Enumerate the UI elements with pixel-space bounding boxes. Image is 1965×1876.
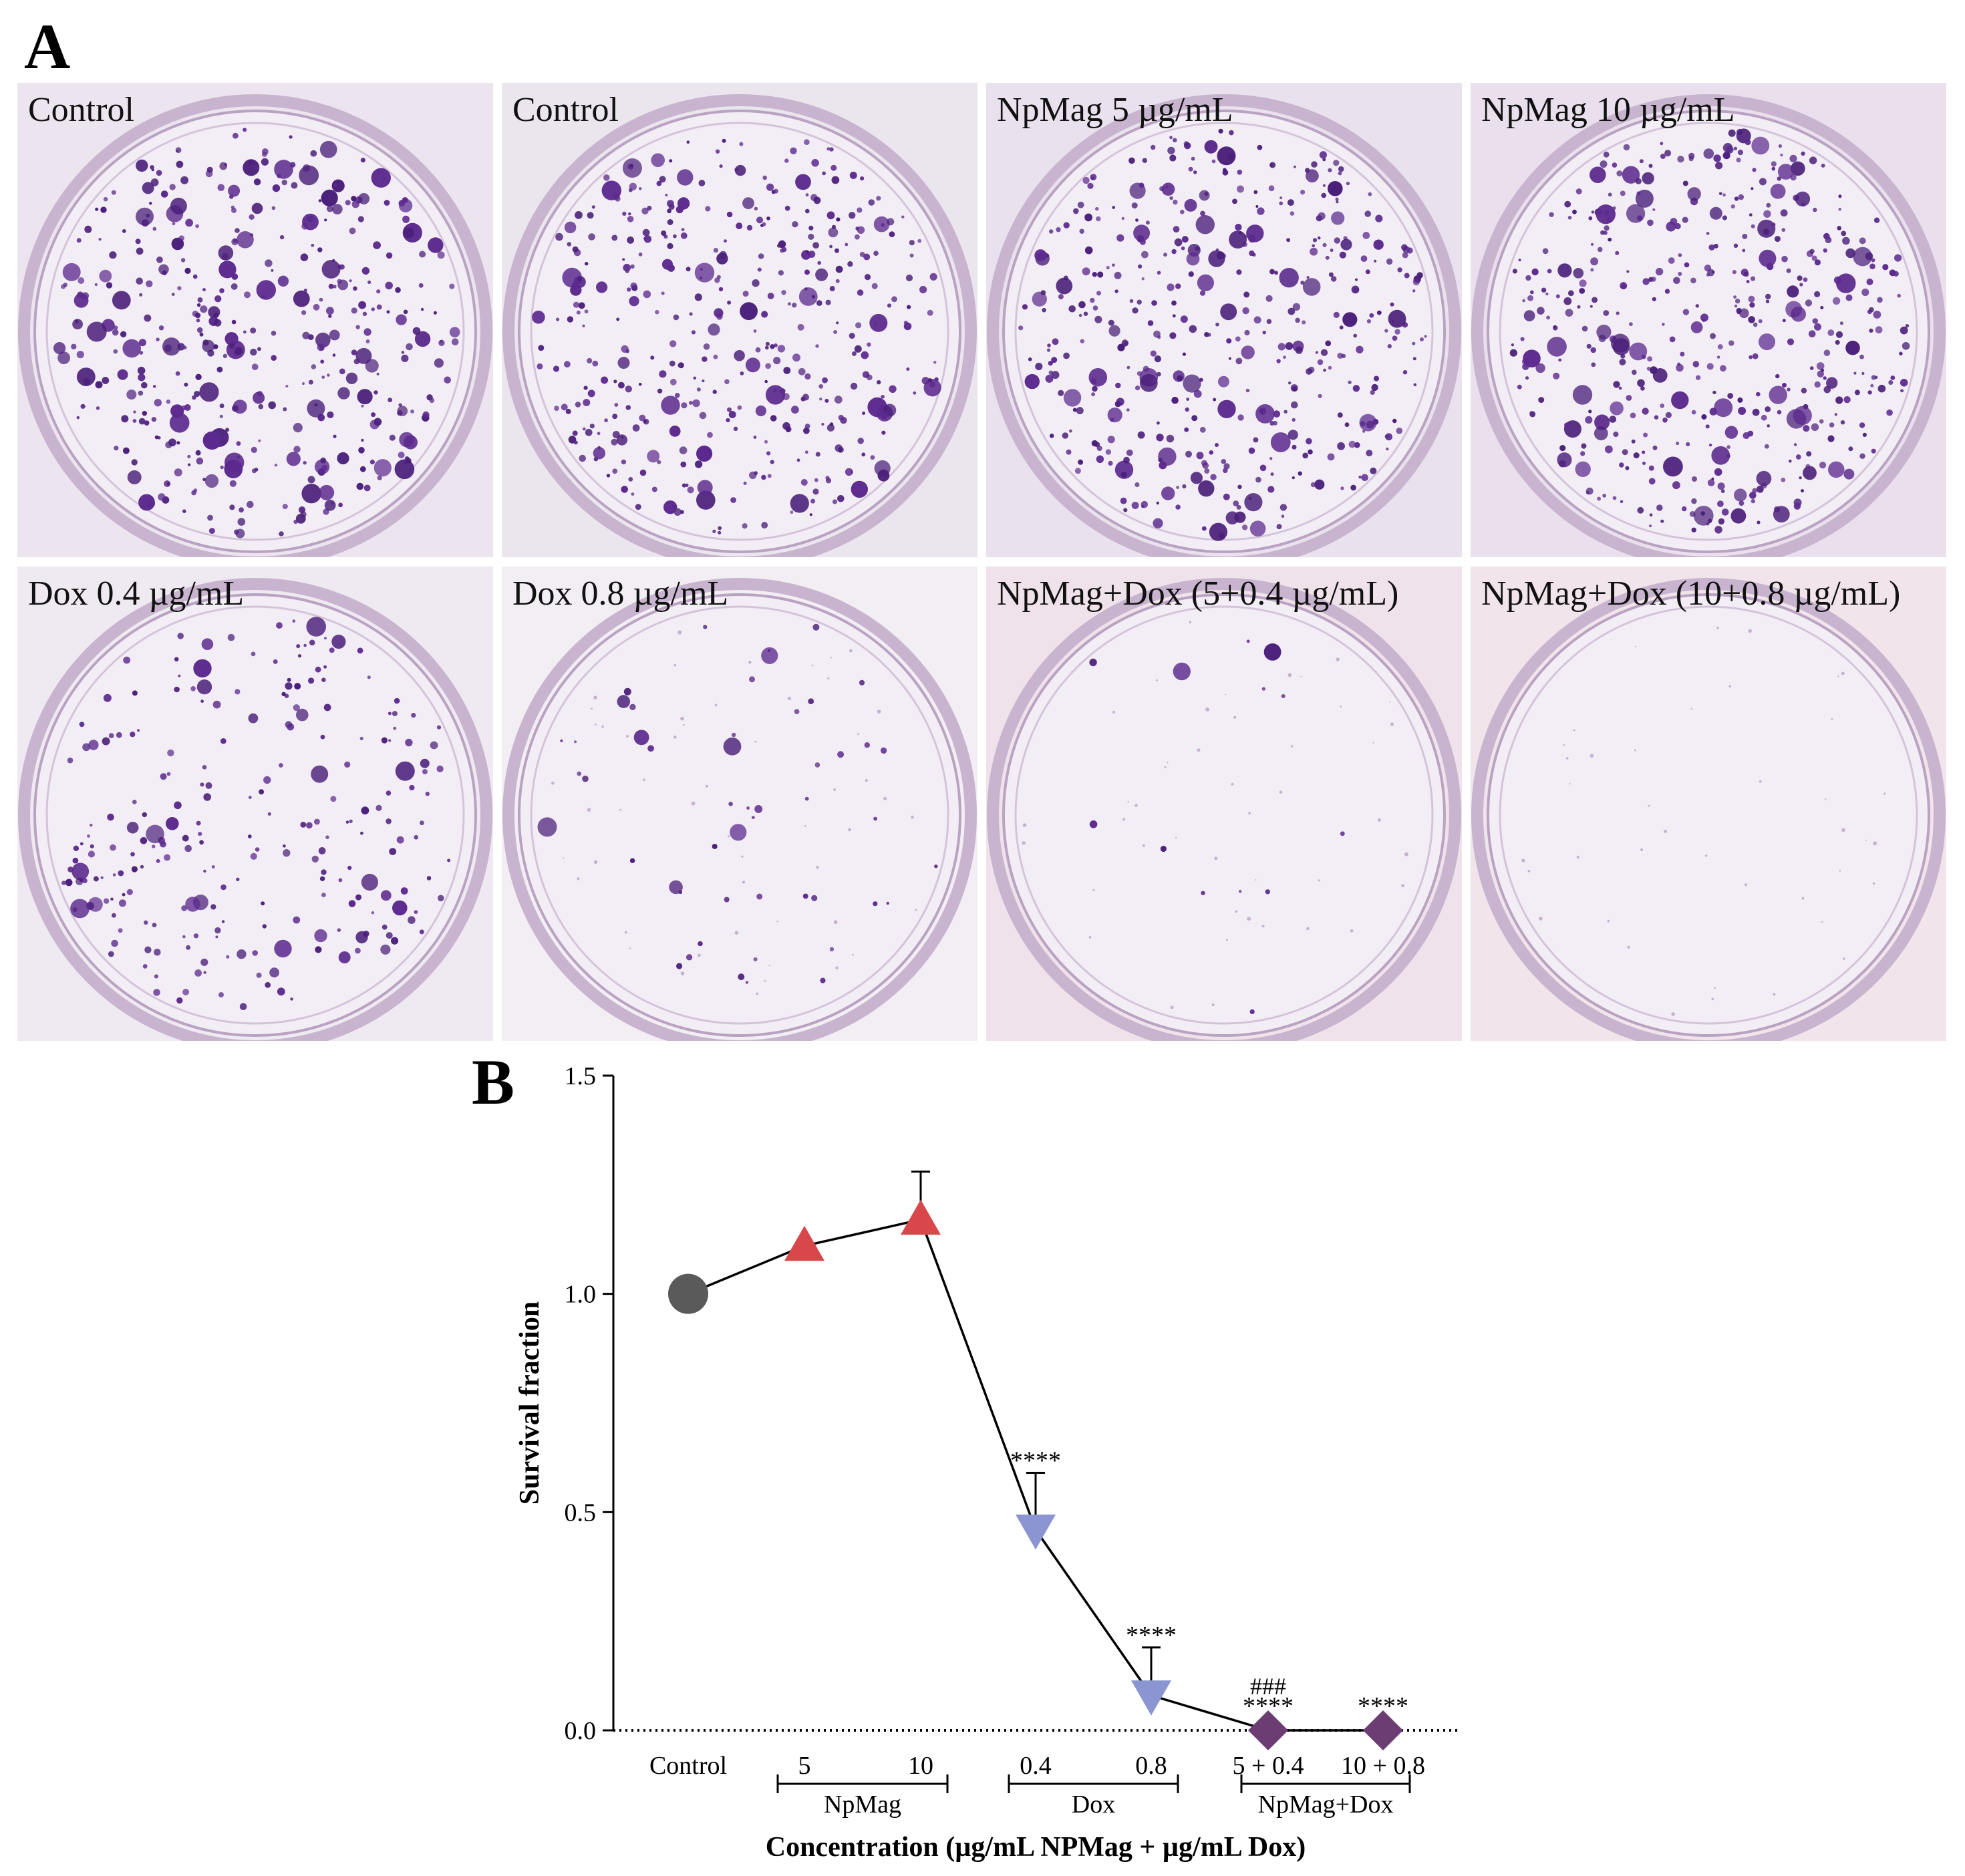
dish-label: NpMag 10 µg/mL	[1481, 91, 1735, 129]
x-tick-label: 0.8	[1135, 1752, 1167, 1780]
dish-tile: NpMag 5 µg/mL	[986, 83, 1462, 557]
data-point	[1131, 1680, 1171, 1716]
petri-dish-image	[987, 578, 1461, 1041]
data-point	[1248, 1710, 1288, 1750]
dish-tile: Control	[17, 83, 493, 557]
y-tick-label: 0.5	[565, 1499, 597, 1527]
x-tick-label: 10	[908, 1752, 933, 1780]
dish-tile: NpMag+Dox (5+0.4 µg/mL)	[986, 567, 1462, 1041]
group-label: NpMag	[824, 1790, 901, 1819]
petri-dish-image	[18, 94, 492, 557]
dish-label: Control	[512, 91, 619, 129]
y-tick-label: 1.5	[565, 1062, 597, 1090]
significance-stars: ****	[1243, 1692, 1294, 1720]
data-point	[901, 1199, 941, 1235]
petri-dish-image	[1471, 94, 1946, 557]
x-tick-label: 10 + 0.8	[1341, 1752, 1425, 1780]
x-tick-label: 5 + 0.4	[1233, 1752, 1304, 1780]
dish-tile: Dox 0.4 µg/mL	[17, 567, 493, 1041]
dish-label: Dox 0.8 µg/mL	[512, 575, 729, 613]
petri-dish-image	[18, 578, 492, 1041]
significance-stars: ****	[1358, 1692, 1408, 1720]
panel-a-letter: A	[24, 11, 71, 82]
group-label: Dox	[1072, 1790, 1115, 1819]
x-tick-label: 0.4	[1020, 1752, 1052, 1780]
petri-dish-image	[987, 94, 1461, 557]
data-point	[784, 1225, 824, 1261]
colony-dish-grid: Control Control NpMag 5 µg/mL NpMag 10 µg/m…	[17, 83, 1948, 1042]
dish-label: NpMag+Dox (5+0.4 µg/mL)	[997, 575, 1399, 613]
x-tick-label: 5	[798, 1752, 811, 1780]
group-label: NpMag+Dox	[1258, 1790, 1394, 1819]
dish-label: NpMag 5 µg/mL	[997, 91, 1233, 129]
series-line	[688, 1218, 1383, 1732]
dish-label: Dox 0.4 µg/mL	[28, 575, 245, 613]
significance-stars: ****	[1010, 1447, 1061, 1475]
y-tick-label: 1.0	[565, 1281, 597, 1309]
dish-tile: Dox 0.8 µg/mL	[502, 567, 977, 1041]
petri-dish-image	[502, 578, 977, 1041]
dish-tile: Control	[502, 83, 977, 557]
significance-stars: ****	[1126, 1621, 1177, 1650]
significance-hash: ###	[1250, 1673, 1286, 1700]
x-tick-label: Control	[649, 1752, 727, 1780]
data-point	[1363, 1710, 1403, 1750]
y-tick-label: 0.0	[565, 1717, 597, 1745]
x-axis-label: Concentration (µg/mL NPMag + µg/mL Dox)	[766, 1832, 1306, 1863]
dish-tile: NpMag+Dox (10+0.8 µg/mL)	[1471, 567, 1946, 1041]
data-point	[1016, 1514, 1056, 1550]
petri-dish-image	[502, 94, 977, 557]
dish-label: NpMag+Dox (10+0.8 µg/mL)	[1481, 575, 1901, 613]
data-point	[668, 1273, 708, 1314]
panel-b-letter: B	[472, 1046, 515, 1118]
dish-tile: NpMag 10 µg/mL	[1471, 83, 1946, 557]
petri-dish-image	[1471, 578, 1946, 1041]
dish-label: Control	[28, 91, 134, 129]
y-axis-label: Survival fraction	[514, 1301, 545, 1505]
